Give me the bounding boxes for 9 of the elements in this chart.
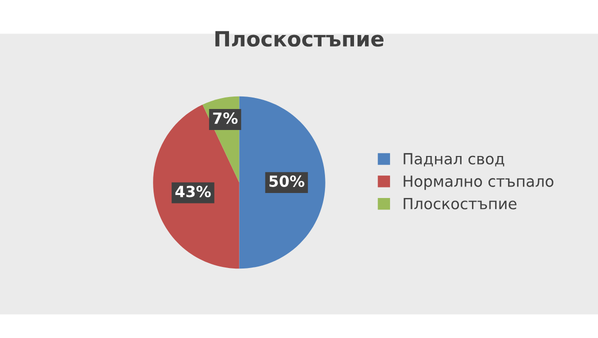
pie-slice — [153, 104, 240, 269]
legend-label: Паднал свод — [404, 153, 504, 166]
legend-label: Нормално стъпало — [404, 176, 554, 190]
data-label: 43% — [175, 186, 211, 198]
data-label: 50% — [269, 175, 304, 187]
data-label: 7% — [213, 112, 238, 124]
chart-title: Плоскостъпие — [215, 31, 384, 47]
pie-slice — [239, 96, 326, 269]
legend-label: Плоскостъпие — [404, 198, 516, 210]
